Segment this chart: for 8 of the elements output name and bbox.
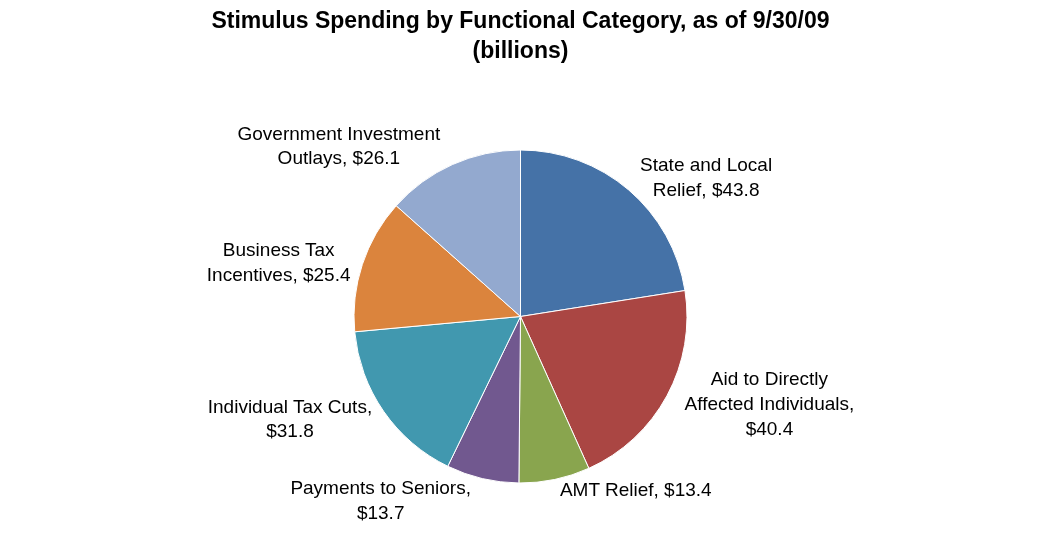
slice-label: Business Tax Incentives, $25.4 xyxy=(206,239,351,286)
chart-title: Stimulus Spending by Functional Category, as of 9/30/09 (billions) xyxy=(211,6,830,63)
slice-label: AMT Relief, $13.4 xyxy=(559,479,713,501)
slice-label: Government Investment Outlays, $26.1 xyxy=(237,122,441,169)
slice-label: Individual Tax Cuts, $31.8 xyxy=(207,395,373,442)
slice-label: Aid to Directly Affected Individuals, $40.4 xyxy=(684,368,855,439)
slice-label: Payments to Seniors, $13.7 xyxy=(290,477,471,524)
slice-label: State and Local Relief, $43.8 xyxy=(640,153,773,200)
